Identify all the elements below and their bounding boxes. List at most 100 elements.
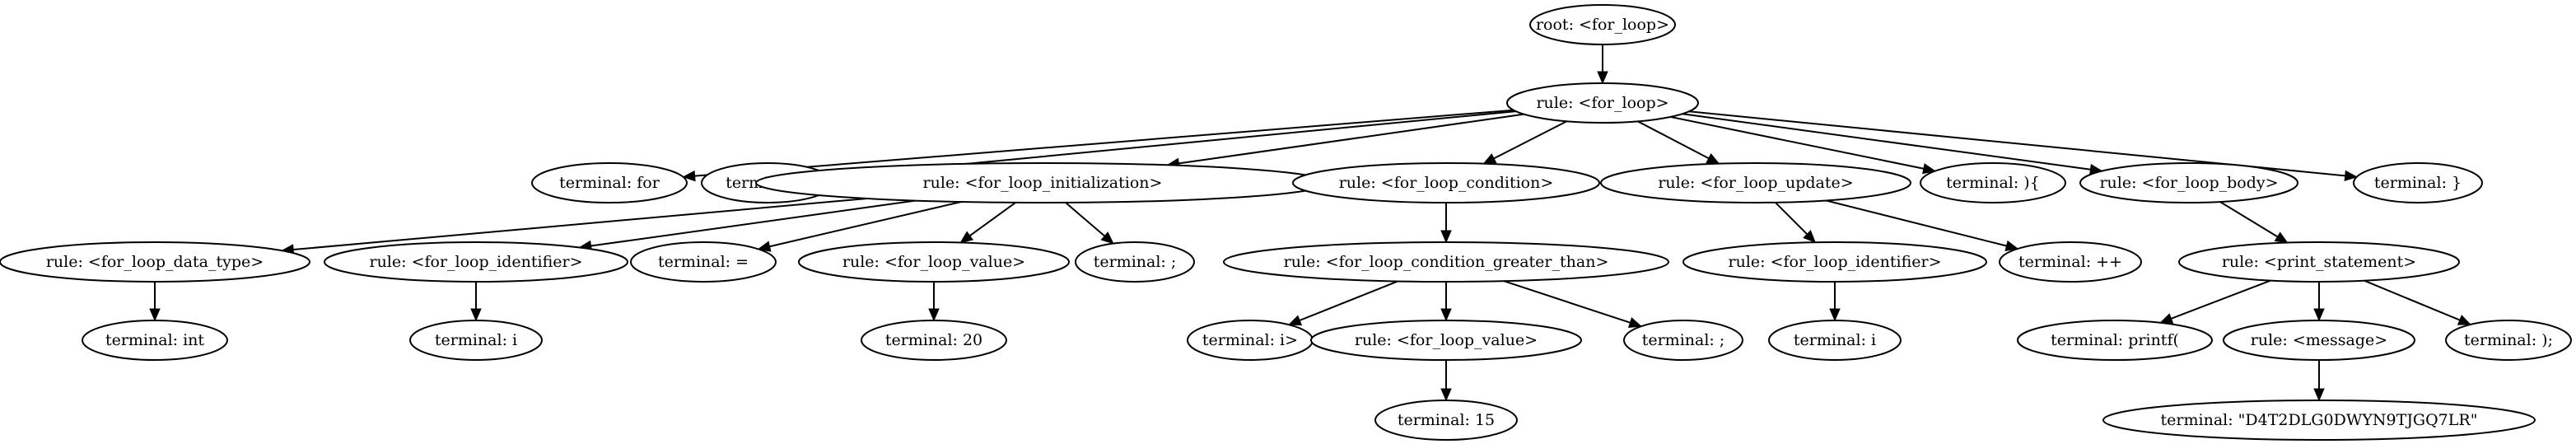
edge-n1-n2 xyxy=(682,109,1514,182)
node-label: terminal: ){ xyxy=(1946,174,2040,192)
arrowhead xyxy=(959,231,974,244)
node-terminal-printf: terminal: printf( xyxy=(2017,320,2213,361)
node-ellipse xyxy=(1292,162,1600,203)
arrowhead xyxy=(2313,388,2325,402)
edge-n15-n22 xyxy=(1287,280,1398,326)
node-ellipse xyxy=(1529,4,1676,45)
node-rule-for-loop-condition-greater-than: rule: <for_loop_condition_greater_than> xyxy=(1223,241,1669,283)
edge-line xyxy=(2171,279,2271,320)
node-rule-print-statement: rule: <print_statement> xyxy=(2178,241,2460,283)
arrowhead xyxy=(682,170,696,182)
edge-line xyxy=(1065,202,1105,237)
node-label: rule: <for_loop_value> xyxy=(842,253,1025,271)
node-label: rule: <for_loop_data_type> xyxy=(46,253,264,271)
node-ellipse xyxy=(861,320,1007,361)
edge-n6-n17 xyxy=(1825,199,2019,251)
node-label: rule: <for_loop> xyxy=(1536,94,1668,112)
node-rule-for-loop-data-type: rule: <for_loop_data_type> xyxy=(0,241,310,283)
node-ellipse xyxy=(2017,320,2213,361)
edge-line xyxy=(769,201,962,248)
node-terminal-20: terminal: 20 xyxy=(861,320,1007,361)
node-label: rule: <for_loop_identifier> xyxy=(1728,253,1941,271)
arrowhead xyxy=(1440,230,1452,244)
node-rule-for-loop-value: rule: <for_loop_value> xyxy=(798,241,1070,283)
node-label: rule: <for_loop_value> xyxy=(1355,331,1538,349)
node-terminal-15: terminal: 15 xyxy=(1374,400,1518,441)
edge-n1-n5 xyxy=(1482,120,1567,165)
arrowhead xyxy=(1803,230,1817,244)
edge-n1-n7 xyxy=(1670,115,1936,175)
node-label: terminal: int xyxy=(105,331,204,349)
node-label: rule: <for_loop_initialization> xyxy=(923,174,1163,192)
edge-line xyxy=(694,109,1514,177)
edge-n4-n11 xyxy=(578,199,916,252)
node-terminal-i: terminal: i xyxy=(1768,320,1902,361)
node-label: rule: <message> xyxy=(2251,331,2387,349)
arrowhead xyxy=(2344,170,2358,182)
node-rule-for-loop: rule: <for_loop> xyxy=(1506,82,1699,124)
node-label: terminal: ; xyxy=(1642,331,1725,349)
node-ellipse xyxy=(1075,241,1195,283)
node-label: terminal: ; xyxy=(1094,253,1177,271)
edge-line xyxy=(1178,113,1524,165)
node-label: terminal: "D4T2DLG0DWYN9TJGQ7LR" xyxy=(2161,411,2478,429)
node-terminal-d4t2dlg0dwyn9tjgq7lr: terminal: "D4T2DLG0DWYN9TJGQ7LR" xyxy=(2102,400,2536,441)
node-rule-message: rule: <message> xyxy=(2223,320,2415,361)
node-ellipse xyxy=(0,241,310,283)
edge-n6-n16 xyxy=(1775,202,1817,244)
node-rule-for-loop-identifier: rule: <for_loop_identifier> xyxy=(1682,241,1987,283)
edge-n0-n1 xyxy=(1597,44,1608,85)
arrowhead xyxy=(1706,152,1720,165)
node-ellipse xyxy=(1310,320,1582,361)
node-label: terminal: i xyxy=(1794,331,1876,349)
node-ellipse xyxy=(798,241,1070,283)
node-label: terminal: ); xyxy=(2464,331,2553,349)
node-ellipse xyxy=(1768,320,1902,361)
node-terminal: terminal: ++ xyxy=(1999,241,2142,283)
arrowhead xyxy=(1922,163,1936,175)
arrowhead xyxy=(149,308,161,322)
edge-n8-n18 xyxy=(2219,201,2289,244)
edge-line xyxy=(1682,113,2091,171)
node-label: terminal: ++ xyxy=(2018,253,2122,271)
edge-n10-n19 xyxy=(149,282,161,322)
node-ellipse xyxy=(2445,320,2572,361)
node-terminal: terminal: ){ xyxy=(1920,162,2066,203)
node-ellipse xyxy=(2079,162,2298,203)
arrowhead xyxy=(2313,308,2325,322)
arrowhead xyxy=(1287,315,1303,326)
edge-n1-n6 xyxy=(1637,120,1720,165)
node-label: rule: <for_loop_condition_greater_than> xyxy=(1284,253,1609,271)
edge-n16-n25 xyxy=(1829,282,1841,322)
edge-line xyxy=(1299,280,1398,321)
node-terminal: terminal: ; xyxy=(1623,320,1743,361)
edge-line xyxy=(969,202,1016,237)
arrowhead xyxy=(1100,231,1114,245)
edge-n4-n12 xyxy=(757,201,962,252)
node-rule-for-loop-condition: rule: <for_loop_condition> xyxy=(1292,162,1600,203)
node-terminal: terminal: ; xyxy=(1075,241,1195,283)
node-ellipse xyxy=(82,320,228,361)
node-ellipse xyxy=(324,241,628,283)
node-ellipse xyxy=(1600,162,1911,203)
node-rule-for-loop-identifier: rule: <for_loop_identifier> xyxy=(324,241,628,283)
node-ellipse xyxy=(2102,400,2536,441)
edge-n5-n15 xyxy=(1440,203,1452,244)
edge-line xyxy=(590,199,916,247)
arrowhead xyxy=(928,308,940,322)
arrowhead xyxy=(2274,231,2289,244)
node-terminal: terminal: } xyxy=(2353,162,2483,203)
node-ellipse xyxy=(2353,162,2483,203)
node-ellipse xyxy=(2223,320,2415,361)
edge-n4-n14 xyxy=(1065,202,1114,245)
edge-line xyxy=(1493,120,1567,160)
edge-n11-n20 xyxy=(470,282,482,322)
node-label: terminal: i> xyxy=(1202,331,1298,349)
node-label: terminal: printf( xyxy=(2051,331,2179,349)
edge-layer xyxy=(149,44,2472,402)
node-terminal-i: terminal: i> xyxy=(1187,320,1314,361)
edge-line xyxy=(1775,202,1808,236)
edge-line xyxy=(1637,120,1710,160)
edge-line xyxy=(1503,280,1631,324)
